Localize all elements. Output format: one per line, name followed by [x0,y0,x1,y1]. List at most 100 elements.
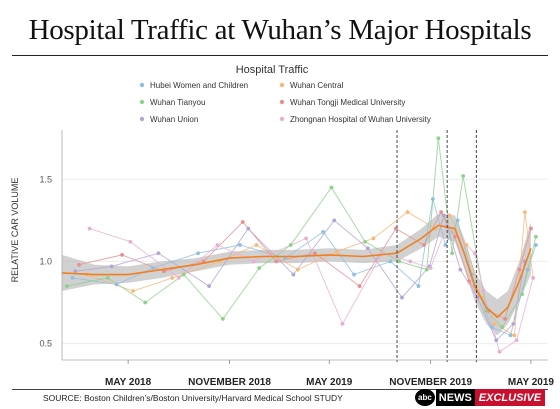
data-point-hubei-women-and-children [455,218,460,223]
legend-swatch-wuhan-central [279,82,285,88]
data-point-wuhan-tianyou [143,300,148,305]
data-point-zhongnan-hospital-of-wuhan-university [428,266,433,270]
x-tick-label: NOVEMBER 2018 [188,377,271,388]
data-point-wuhan-union [291,272,296,277]
data-point-wuhan-tianyou [220,317,225,321]
data-point-zhongnan-hospital-of-wuhan-university [215,243,220,247]
legend-swatch-wuhan-tongji-medical-university [279,99,285,105]
y-axis-label: RELATIVE CAR VOLUME [10,178,20,283]
chart-title: Hospital Traffic at Wuhan’s Major Hospit… [28,14,532,46]
series-line-zhongnan-hospital-of-wuhan-university [89,224,534,353]
data-point-wuhan-tongji-medical-university [120,252,124,257]
data-point-wuhan-tianyou [436,136,441,141]
data-point-wuhan-tongji-medical-university [162,269,166,274]
data-point-zhongnan-hospital-of-wuhan-university [340,321,345,326]
data-point-wuhan-union [73,269,78,274]
data-point-hubei-women-and-children [238,243,242,247]
data-point-wuhan-central [295,267,300,272]
data-point-wuhan-tongji-medical-university [452,234,457,239]
logo-news: NEWS [435,389,475,406]
data-point-zhongnan-hospital-of-wuhan-university [514,338,519,343]
data-point-wuhan-union [441,213,446,218]
data-point-wuhan-union [365,246,370,251]
title-divider [12,55,548,56]
data-point-wuhan-tianyou [363,239,367,244]
data-point-zhongnan-hospital-of-wuhan-university [481,289,486,293]
x-tick-label: MAY 2018 [105,377,152,388]
data-point-hubei-women-and-children [70,275,75,280]
chart-svg: Hospital Traffic Hubei Women and Childre… [10,64,554,388]
data-point-hubei-women-and-children [114,282,119,287]
legend-label-wuhan-union: Wuhan Union [150,115,198,124]
legend-label-wuhan-tongji-medical-university: Wuhan Tongji Medical University [290,98,405,107]
legend-label-wuhan-tianyou: Wuhan Tianyou [150,98,205,107]
data-point-zhongnan-hospital-of-wuhan-university [531,275,536,280]
y-tick-label: 0.5 [39,339,52,349]
data-point-wuhan-central [371,236,376,241]
data-point-zhongnan-hospital-of-wuhan-university [408,259,413,264]
data-point-hubei-women-and-children [489,325,494,330]
data-point-wuhan-tianyou [397,259,402,264]
data-point-wuhan-tongji-medical-university [517,267,522,272]
legend-swatch-wuhan-union [139,116,145,122]
data-point-wuhan-union [511,321,516,326]
data-point-wuhan-tianyou [257,266,262,270]
data-point-hubei-women-and-children [416,284,421,288]
data-point-wuhan-tianyou [500,325,505,330]
vertical-markers [396,130,477,362]
x-tick-label: NOVEMBER 2019 [389,377,472,388]
data-point-wuhan-union [458,267,463,272]
data-point-wuhan-union [109,264,114,269]
data-point-zhongnan-hospital-of-wuhan-university [87,226,92,231]
legend-swatch-hubei-women-and-children [139,82,145,88]
data-point-wuhan-tongji-medical-university [467,279,472,284]
data-point-wuhan-tongji-medical-university [274,259,279,264]
data-point-wuhan-union [156,251,161,256]
trend-line [61,224,532,319]
series-line-wuhan-union [75,213,526,342]
data-point-wuhan-union [207,284,212,288]
data-point-hubei-women-and-children [508,333,513,338]
data-point-wuhan-central [492,321,497,326]
confidence-band-area [62,213,531,336]
logo-exclusive: EXCLUSIVE [474,389,546,406]
data-point-wuhan-union [332,218,337,223]
data-point-hubei-women-and-children [443,243,448,247]
y-tick-label: 1.0 [39,256,52,266]
data-point-wuhan-tongji-medical-university [77,262,81,267]
data-point-hubei-women-and-children [321,229,326,234]
data-point-wuhan-tongji-medical-university [313,251,317,256]
data-point-wuhan-central [447,213,452,218]
data-point-wuhan-central [512,333,517,338]
data-point-hubei-women-and-children [151,266,155,270]
data-point-wuhan-tianyou [288,243,293,247]
data-point-wuhan-tongji-medical-university [503,317,507,321]
data-point-wuhan-union [246,226,251,231]
data-point-wuhan-tianyou [424,267,429,272]
confidence-band [62,213,531,336]
data-point-wuhan-central [464,243,469,247]
data-point-hubei-women-and-children [388,259,393,264]
legend-title: Hospital Traffic [236,64,309,76]
data-point-wuhan-tianyou [105,275,110,280]
legend-label-wuhan-central: Wuhan Central [290,81,343,90]
series-points [65,136,538,354]
data-point-wuhan-tianyou [533,234,538,239]
legend-label-zhongnan-hospital-of-wuhan-university: Zhongnan Hospital of Wuhan University [290,115,431,124]
data-point-wuhan-tongji-medical-university [422,243,426,247]
footer-divider [12,389,548,390]
data-point-wuhan-tianyou [484,308,489,313]
data-point-wuhan-tongji-medical-university [439,210,444,215]
x-tick-label: MAY 2019 [306,377,353,388]
data-point-hubei-women-and-children [196,251,201,256]
legend-label-hubei-women-and-children: Hubei Women and Children [150,81,248,90]
data-point-wuhan-central [405,210,410,215]
axes: 0.5 1.0 1.5 MAY 2018 NOVEMBER 2018 MAY 2019 NO… [39,130,554,388]
data-point-hubei-women-and-children [430,197,435,201]
data-point-wuhan-central [335,249,339,254]
data-point-wuhan-tianyou [65,284,69,288]
legend: Hospital Traffic Hubei Women and Childre… [139,64,431,124]
data-point-zhongnan-hospital-of-wuhan-university [497,349,502,354]
data-point-wuhan-union [494,338,499,343]
abc-news-logo: abc NEWS EXCLUSIVE [415,389,546,406]
